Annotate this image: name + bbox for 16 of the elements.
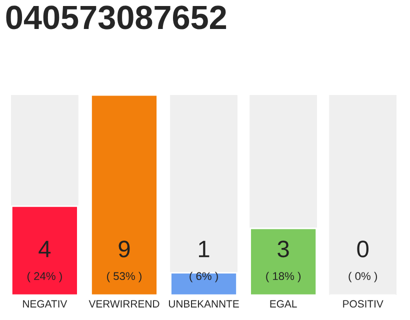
annotation: ( 53% ): [107, 272, 142, 282]
x-tick-label: UNBEKANNTE: [168, 300, 239, 308]
data-label: 4: [38, 240, 51, 258]
annotation: ( 18% ): [266, 272, 301, 282]
data-label: 0: [357, 240, 368, 258]
x-tick-label: VERWIRREND: [88, 300, 160, 308]
data-label: 3: [278, 240, 289, 258]
annotation: ( 24% ): [27, 272, 62, 282]
data-label: 9: [118, 240, 130, 258]
annotation: ( 6% ): [190, 272, 218, 282]
x-tick-label: NEGATIV: [23, 300, 68, 308]
x-tick-label: POSITIV: [343, 300, 384, 308]
annotation: ( 0% ): [348, 272, 377, 282]
data-label: 1: [199, 240, 210, 258]
chart-title: 040573087652: [6, 6, 226, 30]
x-tick-label: EGAL: [270, 300, 297, 308]
